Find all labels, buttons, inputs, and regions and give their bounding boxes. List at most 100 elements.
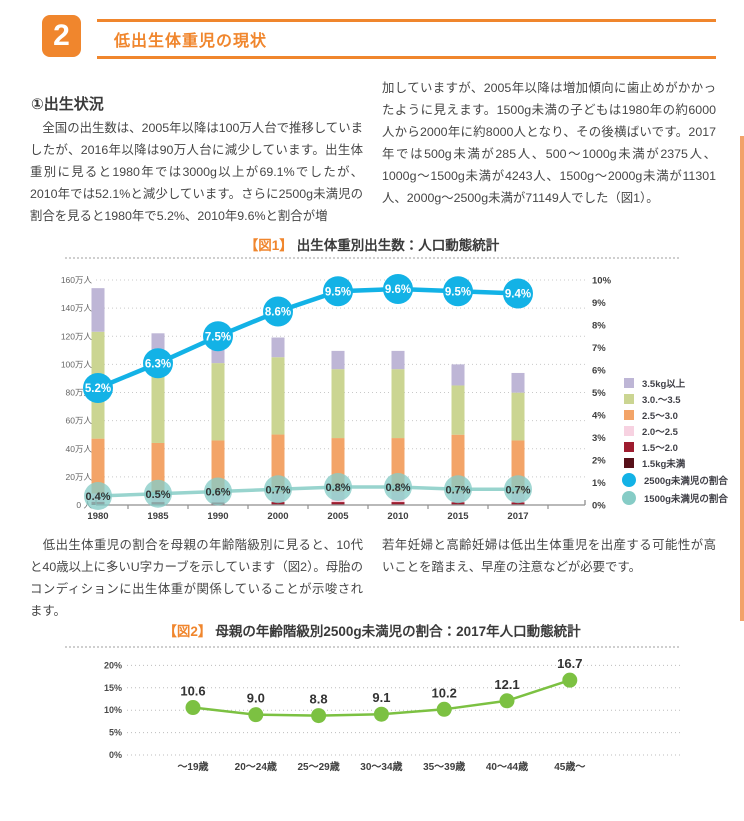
line-point-marker bbox=[383, 274, 413, 304]
left-axis-tick-label: 100万人 bbox=[61, 359, 93, 369]
legend-square-swatch bbox=[624, 377, 634, 388]
intro-paragraph-right-column: 加していますが、2005年以降は増加傾向に歯止めがかかったように見えます。150… bbox=[382, 81, 716, 205]
bar-segment bbox=[331, 369, 345, 439]
line-point-marker bbox=[264, 475, 292, 504]
line-point-value-label: 6.3% bbox=[145, 358, 171, 370]
legend-label: 2.0～2.5 bbox=[642, 426, 678, 438]
legend-label: 3.0.～3.5 bbox=[642, 394, 681, 406]
line-point-value-label: 16.7 bbox=[557, 656, 582, 671]
bar-segment bbox=[211, 363, 225, 441]
figure1-title-text: 出生体重別出生数：人口動態統計 bbox=[296, 238, 500, 253]
line-point-value-label: 5.2% bbox=[85, 383, 111, 395]
legend-square-swatch bbox=[624, 409, 634, 420]
x-axis-category-label: ～19歳 bbox=[177, 760, 208, 773]
bar-segment bbox=[391, 369, 405, 439]
left-axis-tick-label: 80万人 bbox=[66, 388, 93, 398]
x-axis-year-label: 1990 bbox=[207, 511, 228, 522]
line-point-marker bbox=[503, 278, 533, 309]
line-point-value-label: 8.6% bbox=[265, 307, 291, 319]
subsection-title: ①出生状況 bbox=[31, 96, 104, 113]
right-axis-tick-label: 6% bbox=[592, 366, 606, 377]
legend-item: 3.0.～3.5 bbox=[624, 393, 728, 406]
bar-segment bbox=[91, 288, 105, 332]
figure2-separator bbox=[65, 646, 679, 648]
line-point-marker bbox=[323, 276, 353, 307]
mid-paragraph-right-column: 若年妊婦と高齢妊婦は低出生体重児を出産する可能性が高いことを踏まえ、早産の注意な… bbox=[382, 538, 716, 574]
bar-segment bbox=[391, 350, 405, 370]
line-point-value-label: 9.4% bbox=[505, 289, 531, 301]
line-point-value-label: 0.7% bbox=[445, 484, 470, 496]
line-point-value-label: 0.6% bbox=[205, 487, 230, 499]
line-point-value-label: 9.5% bbox=[445, 286, 471, 298]
line-point-marker bbox=[83, 373, 113, 403]
right-axis-tick-label: 2% bbox=[592, 456, 606, 467]
right-axis-tick-label: 9% bbox=[592, 298, 606, 309]
left-axis-tick-label: 60万人 bbox=[66, 416, 93, 426]
x-axis-year-label: 2017 bbox=[507, 511, 528, 522]
x-axis-year-label: 2000 bbox=[267, 511, 288, 522]
figure1-tag: 【図1】 bbox=[244, 238, 293, 253]
figure2-chart: 20% 15% 10% 5% 0% 10.6 ～19歳 9.0 20～24歳 8.8 25～29歳 9… bbox=[104, 656, 681, 773]
legend-item: 3.5kg以上 bbox=[624, 377, 728, 390]
right-axis-tick-label: 1% bbox=[592, 478, 606, 489]
left-axis-tick-label: 160万人 bbox=[61, 275, 93, 285]
bar-segment bbox=[211, 347, 225, 364]
legend-item: 1.5～2.0 bbox=[624, 441, 728, 454]
line-point-marker bbox=[204, 477, 232, 506]
line-point-marker bbox=[444, 475, 472, 504]
legend-label: 2500g未満児の割合 bbox=[644, 475, 728, 487]
left-axis-tick-label: 120万人 bbox=[61, 331, 93, 341]
bar-segment bbox=[331, 502, 345, 505]
x-axis-year-label: 1985 bbox=[147, 511, 169, 522]
y-axis-tick-label: 15% bbox=[104, 683, 122, 693]
x-axis-year-label: 2005 bbox=[327, 511, 349, 522]
legend-item: 2.5～3.0 bbox=[624, 409, 728, 422]
intro-paragraph-left-column: 全国の出生数は、2005年以降は100万人台で推移していましたが、2016年以降… bbox=[30, 121, 363, 223]
y-axis-tick-label: 10% bbox=[104, 705, 122, 715]
line-point-marker bbox=[143, 348, 173, 379]
bar-segment bbox=[91, 438, 105, 494]
bar-segment bbox=[271, 357, 285, 435]
line-point-marker bbox=[185, 700, 201, 716]
line-point-marker bbox=[248, 707, 264, 723]
line-point-marker bbox=[384, 473, 412, 501]
legend-circle-swatch bbox=[622, 490, 636, 505]
right-axis-tick-label: 8% bbox=[592, 321, 606, 332]
y-axis-tick-label: 5% bbox=[109, 728, 122, 738]
x-axis-year-label: 1980 bbox=[87, 511, 108, 522]
legend-square-swatch bbox=[624, 441, 634, 452]
bar-segment bbox=[331, 350, 345, 370]
line-point-value-label: 0.7% bbox=[265, 484, 290, 496]
line-point-value-label: 0.7% bbox=[505, 484, 530, 496]
right-axis-tick-label: 5% bbox=[592, 388, 606, 399]
legend-label: 1.5kg未満 bbox=[642, 458, 686, 470]
line-point-value-label: 9.5% bbox=[325, 286, 351, 298]
figure2-tag: 【図2】 bbox=[163, 624, 212, 639]
line-point-marker bbox=[311, 708, 327, 724]
right-axis-tick-label: 7% bbox=[592, 343, 606, 354]
line-point-marker bbox=[436, 701, 452, 717]
figure2-title: 【図2】 母親の年齢階級別2500g未満児の割合：2017年人口動態統計 bbox=[0, 620, 744, 640]
x-axis-year-label: 2010 bbox=[387, 511, 408, 522]
x-axis-category-label: 25～29歳 bbox=[297, 760, 339, 773]
line-point-value-label: 12.1 bbox=[494, 677, 519, 692]
x-axis-category-label: 30～34歳 bbox=[360, 760, 402, 773]
legend-item: 2500g未満児の割合 bbox=[622, 472, 728, 487]
x-axis-category-label: 45歳～ bbox=[554, 760, 585, 773]
line-point-marker bbox=[263, 296, 293, 327]
right-axis-tick-label: 10% bbox=[592, 276, 612, 287]
line-point-value-label: 9.0 bbox=[247, 691, 265, 706]
line-point-value-label: 0.8% bbox=[385, 482, 410, 494]
bar-segment bbox=[391, 502, 405, 505]
line-point-marker bbox=[499, 693, 515, 709]
line-point-marker bbox=[562, 672, 578, 688]
line-point-value-label: 0.4% bbox=[85, 491, 110, 503]
line-point-value-label: 9.6% bbox=[385, 284, 411, 296]
line-point-value-label: 0.5% bbox=[145, 489, 170, 501]
page-edge-tab bbox=[740, 136, 744, 621]
bar-segment bbox=[271, 337, 285, 358]
header-rule-bottom bbox=[97, 56, 716, 59]
x-axis-category-label: 40～44歳 bbox=[486, 760, 528, 773]
legend-circle-swatch bbox=[622, 472, 636, 487]
